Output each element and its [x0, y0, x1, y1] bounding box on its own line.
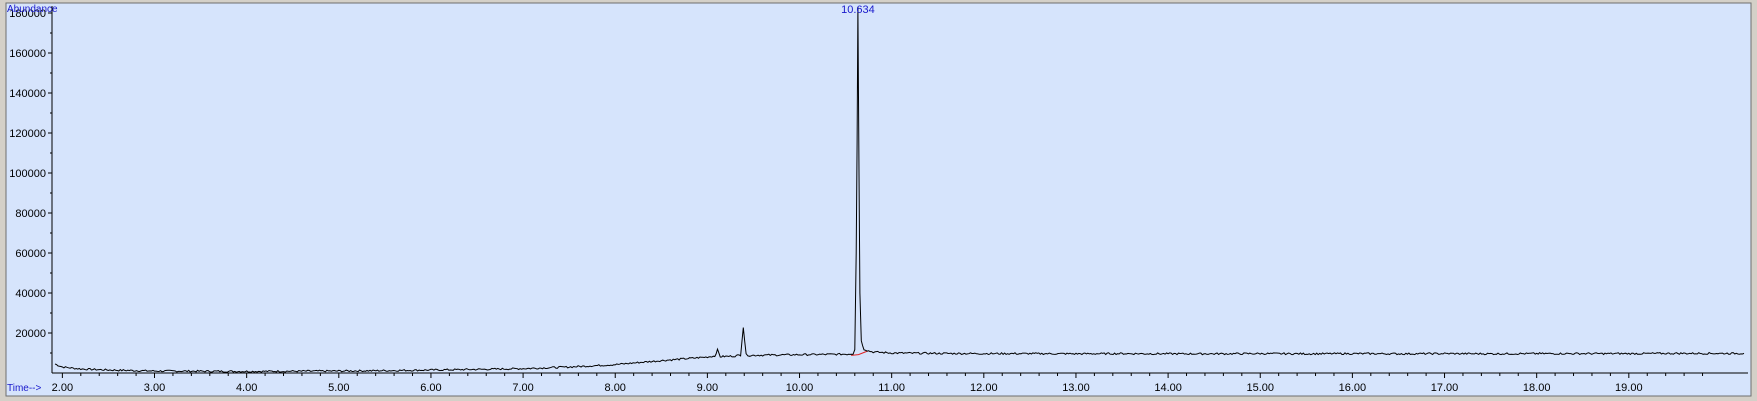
x-tick-label: 10.00 — [786, 382, 814, 394]
x-tick-label: 6.00 — [420, 382, 441, 394]
y-tick-label: 100000 — [9, 168, 46, 180]
plot-area — [6, 3, 1751, 396]
x-tick-label: 8.00 — [605, 382, 626, 394]
y-tick-label: 20000 — [15, 328, 46, 340]
x-tick-label: 4.00 — [236, 382, 257, 394]
y-tick-label: 140000 — [9, 88, 46, 100]
x-tick-label: 17.00 — [1431, 382, 1459, 394]
x-axis-title: Time--> — [7, 383, 42, 394]
y-tick-label: 160000 — [9, 48, 46, 60]
x-tick-label: 18.00 — [1523, 382, 1551, 394]
peak-label: 10.634 — [841, 4, 875, 16]
y-tick-label: 40000 — [15, 288, 46, 300]
x-tick-label: 12.00 — [970, 382, 998, 394]
x-tick-label: 16.00 — [1339, 382, 1367, 394]
y-tick-label: 80000 — [15, 208, 46, 220]
x-tick-label: 13.00 — [1062, 382, 1090, 394]
x-tick-label: 14.00 — [1154, 382, 1182, 394]
y-axis-title: Abundance — [7, 4, 58, 15]
x-tick-label: 5.00 — [328, 382, 349, 394]
x-tick-label: 19.00 — [1615, 382, 1643, 394]
x-tick-label: 7.00 — [512, 382, 533, 394]
x-tick-label: 11.00 — [878, 382, 905, 394]
y-tick-label: 60000 — [15, 248, 46, 260]
y-tick-label: 120000 — [9, 128, 46, 140]
x-tick-label: 15.00 — [1246, 382, 1274, 394]
peak-annotations: 10.634 — [841, 4, 875, 16]
x-tick-label: 3.00 — [144, 382, 165, 394]
x-tick-label: 9.00 — [697, 382, 718, 394]
x-tick-label: 2.00 — [52, 382, 73, 394]
